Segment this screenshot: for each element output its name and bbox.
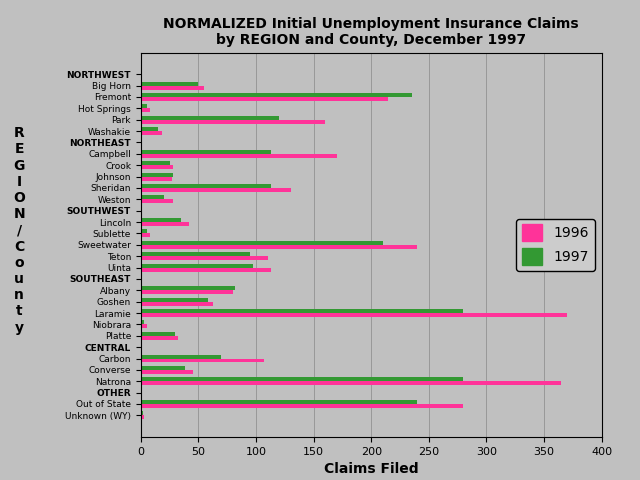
Bar bbox=[141, 127, 158, 131]
Bar bbox=[141, 290, 233, 294]
Bar bbox=[141, 301, 213, 306]
Bar bbox=[141, 252, 250, 256]
Bar bbox=[141, 184, 271, 188]
Bar bbox=[141, 267, 271, 272]
Bar bbox=[141, 241, 383, 245]
Bar bbox=[141, 415, 144, 420]
Bar bbox=[141, 108, 150, 112]
Bar bbox=[141, 93, 412, 97]
Bar bbox=[141, 321, 144, 324]
Bar bbox=[141, 411, 143, 415]
Bar bbox=[141, 309, 463, 313]
Bar bbox=[141, 188, 291, 192]
Bar bbox=[141, 82, 198, 85]
Bar bbox=[141, 97, 388, 101]
Bar bbox=[141, 116, 279, 120]
Bar bbox=[141, 222, 189, 226]
Bar bbox=[141, 195, 164, 199]
Bar bbox=[141, 120, 325, 124]
Bar bbox=[141, 165, 173, 169]
Bar bbox=[141, 173, 173, 177]
Bar bbox=[141, 400, 417, 404]
X-axis label: Claims Filed: Claims Filed bbox=[324, 462, 419, 476]
Bar bbox=[141, 233, 150, 238]
Bar bbox=[141, 264, 253, 267]
Bar bbox=[141, 377, 463, 381]
Bar bbox=[141, 85, 204, 90]
Bar bbox=[141, 256, 268, 260]
Bar bbox=[141, 245, 417, 249]
Bar bbox=[141, 366, 184, 370]
Bar bbox=[141, 324, 147, 328]
Bar bbox=[141, 404, 463, 408]
Legend: 1996, 1997: 1996, 1997 bbox=[516, 219, 595, 271]
Bar bbox=[141, 199, 173, 204]
Bar bbox=[141, 150, 271, 154]
Bar bbox=[141, 355, 221, 359]
Bar bbox=[141, 131, 161, 135]
Title: NORMALIZED Initial Unemployment Insurance Claims
by REGION and County, December : NORMALIZED Initial Unemployment Insuranc… bbox=[163, 17, 579, 48]
Bar bbox=[141, 298, 207, 301]
Bar bbox=[141, 313, 567, 317]
Bar bbox=[141, 381, 561, 385]
Text: R
E
G
I
O
N
/
C
o
u
n
t
y: R E G I O N / C o u n t y bbox=[13, 126, 25, 335]
Bar bbox=[141, 177, 172, 180]
Bar bbox=[141, 229, 147, 233]
Bar bbox=[141, 218, 181, 222]
Bar bbox=[141, 370, 193, 374]
Bar bbox=[141, 154, 337, 158]
Bar bbox=[141, 286, 236, 290]
Bar bbox=[141, 336, 178, 340]
Bar bbox=[141, 332, 175, 336]
Bar bbox=[141, 104, 147, 108]
Bar bbox=[141, 359, 264, 362]
Bar bbox=[141, 161, 170, 165]
